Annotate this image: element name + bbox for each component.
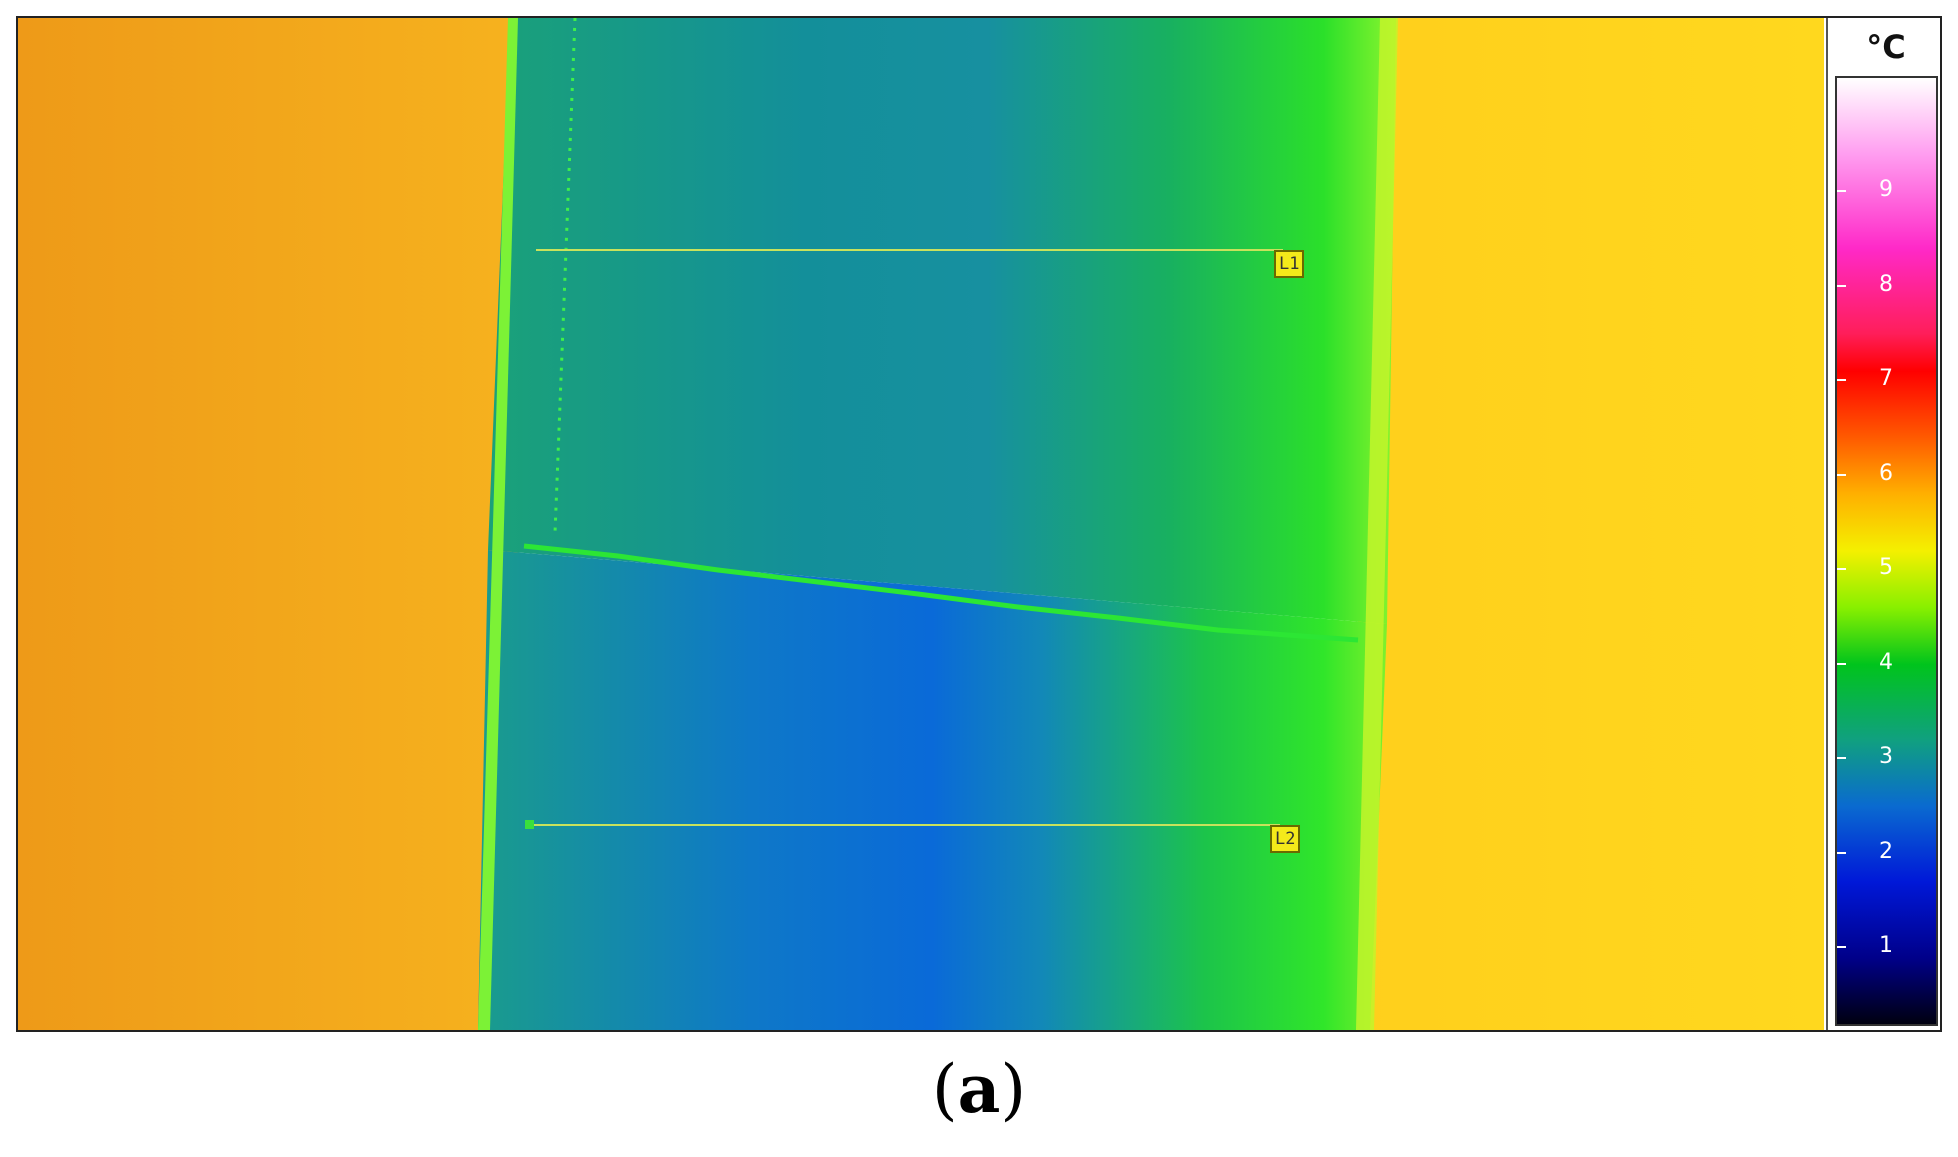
caption-open: ( (931, 1051, 958, 1128)
scale-tick-mark (1837, 568, 1846, 570)
scale-tick-label: 8 (1879, 271, 1893, 297)
cold-band-lower (478, 550, 1387, 1030)
scale-tick-label: 2 (1879, 838, 1893, 864)
crack-line (523, 543, 1359, 643)
cold-band-upper (488, 18, 1396, 624)
scale-tick-mark (1837, 473, 1846, 476)
scale-tick-mark (1837, 190, 1846, 192)
temperature-scale: °C (1826, 18, 1940, 1030)
scale-tick-mark (1837, 379, 1846, 381)
scale-tick-label: 7 (1879, 366, 1893, 391)
scale-tick-mark (1837, 851, 1846, 854)
thermal-image-frame: L1 L2 °C (16, 16, 1942, 1032)
scale-tick-label: 3 (1879, 744, 1893, 769)
marker-l2-start (525, 820, 534, 829)
scale-tick-mark (1837, 284, 1846, 287)
scale-tick-label: 6 (1879, 460, 1893, 486)
scale-tick-mark (1837, 946, 1846, 948)
temperature-unit: °C (1866, 28, 1906, 66)
left-warm-region (18, 18, 518, 1030)
scale-tick-label: 4 (1879, 649, 1893, 675)
figure-caption: (a) (0, 1050, 1958, 1128)
thermal-image (18, 18, 1824, 1030)
left-edge-highlight (478, 18, 518, 1030)
right-warm-region (1358, 18, 1824, 1030)
caption-letter: a (957, 1050, 1001, 1128)
scale-tick-mark (1837, 662, 1846, 665)
right-edge-highlight (1356, 18, 1398, 1030)
caption-close: ) (1000, 1051, 1027, 1128)
scale-tick-label: 1 (1879, 933, 1893, 958)
scale-tick-mark (1837, 757, 1846, 759)
scale-tick-label: 9 (1879, 177, 1893, 202)
color-scale-bar (1835, 76, 1938, 1026)
marker-label-l2: L2 (1270, 825, 1301, 853)
scale-tick-label: 5 (1879, 555, 1893, 580)
marker-label-l1: L1 (1274, 250, 1305, 278)
